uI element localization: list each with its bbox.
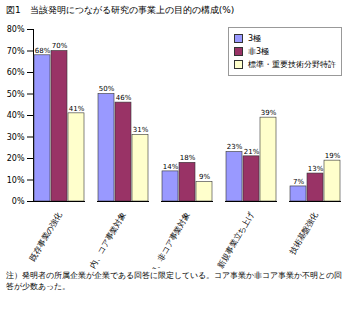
svg-text:50%: 50% xyxy=(99,85,115,93)
svg-text:9%: 9% xyxy=(199,173,210,181)
svg-text:68%: 68% xyxy=(35,47,51,55)
svg-text:30%: 30% xyxy=(7,133,25,142)
svg-text:21%: 21% xyxy=(244,148,260,156)
svg-text:23%: 23% xyxy=(227,143,243,151)
svg-text:80%: 80% xyxy=(7,25,25,34)
svg-text:内、非コア事業対象: 内、非コア事業対象 xyxy=(148,210,192,269)
svg-text:10%: 10% xyxy=(7,176,25,185)
svg-text:50%: 50% xyxy=(7,90,25,99)
svg-text:20%: 20% xyxy=(7,154,25,163)
html-text:図1 当該発明につながる研究の事業上の目的の構成(%): 図1 当該発明につながる研究の事業上の目的の構成(%) xyxy=(6,5,235,15)
svg-text:14%: 14% xyxy=(163,163,179,171)
svg-text:39%: 39% xyxy=(261,109,277,117)
html-text:3極: 3極 xyxy=(248,34,262,43)
svg-text:内、コア事業対象: 内、コア事業対象 xyxy=(88,210,128,269)
svg-text:0%: 0% xyxy=(12,197,25,206)
svg-text:60%: 60% xyxy=(7,68,25,77)
svg-text:40%: 40% xyxy=(7,111,25,120)
svg-text:70%: 70% xyxy=(52,42,68,50)
svg-text:7%: 7% xyxy=(293,178,304,186)
svg-text:既存事業の強化: 既存事業の強化 xyxy=(28,210,64,263)
svg-text:新規事業立ち上げ: 新規事業立ち上げ xyxy=(216,209,256,269)
svg-text:46%: 46% xyxy=(116,94,132,102)
svg-text:41%: 41% xyxy=(69,105,85,113)
html-text:標準・重要技術分野特許: 標準・重要技術分野特許 xyxy=(248,60,336,69)
html-text:非3極: 非3極 xyxy=(248,47,270,56)
svg-text:技術基盤強化: 技術基盤強化 xyxy=(287,210,319,257)
svg-text:18%: 18% xyxy=(180,154,196,162)
svg-text:13%: 13% xyxy=(308,165,324,173)
svg-text:31%: 31% xyxy=(133,126,149,134)
svg-text:70%: 70% xyxy=(7,47,25,56)
html-text:注）発明者の所属企業が企業である回答に限定している。コア事業: 注）発明者の所属企業が企業である回答に限定している。コア事業か非コア事業か不明と… xyxy=(6,271,342,291)
svg-text:19%: 19% xyxy=(325,152,341,160)
